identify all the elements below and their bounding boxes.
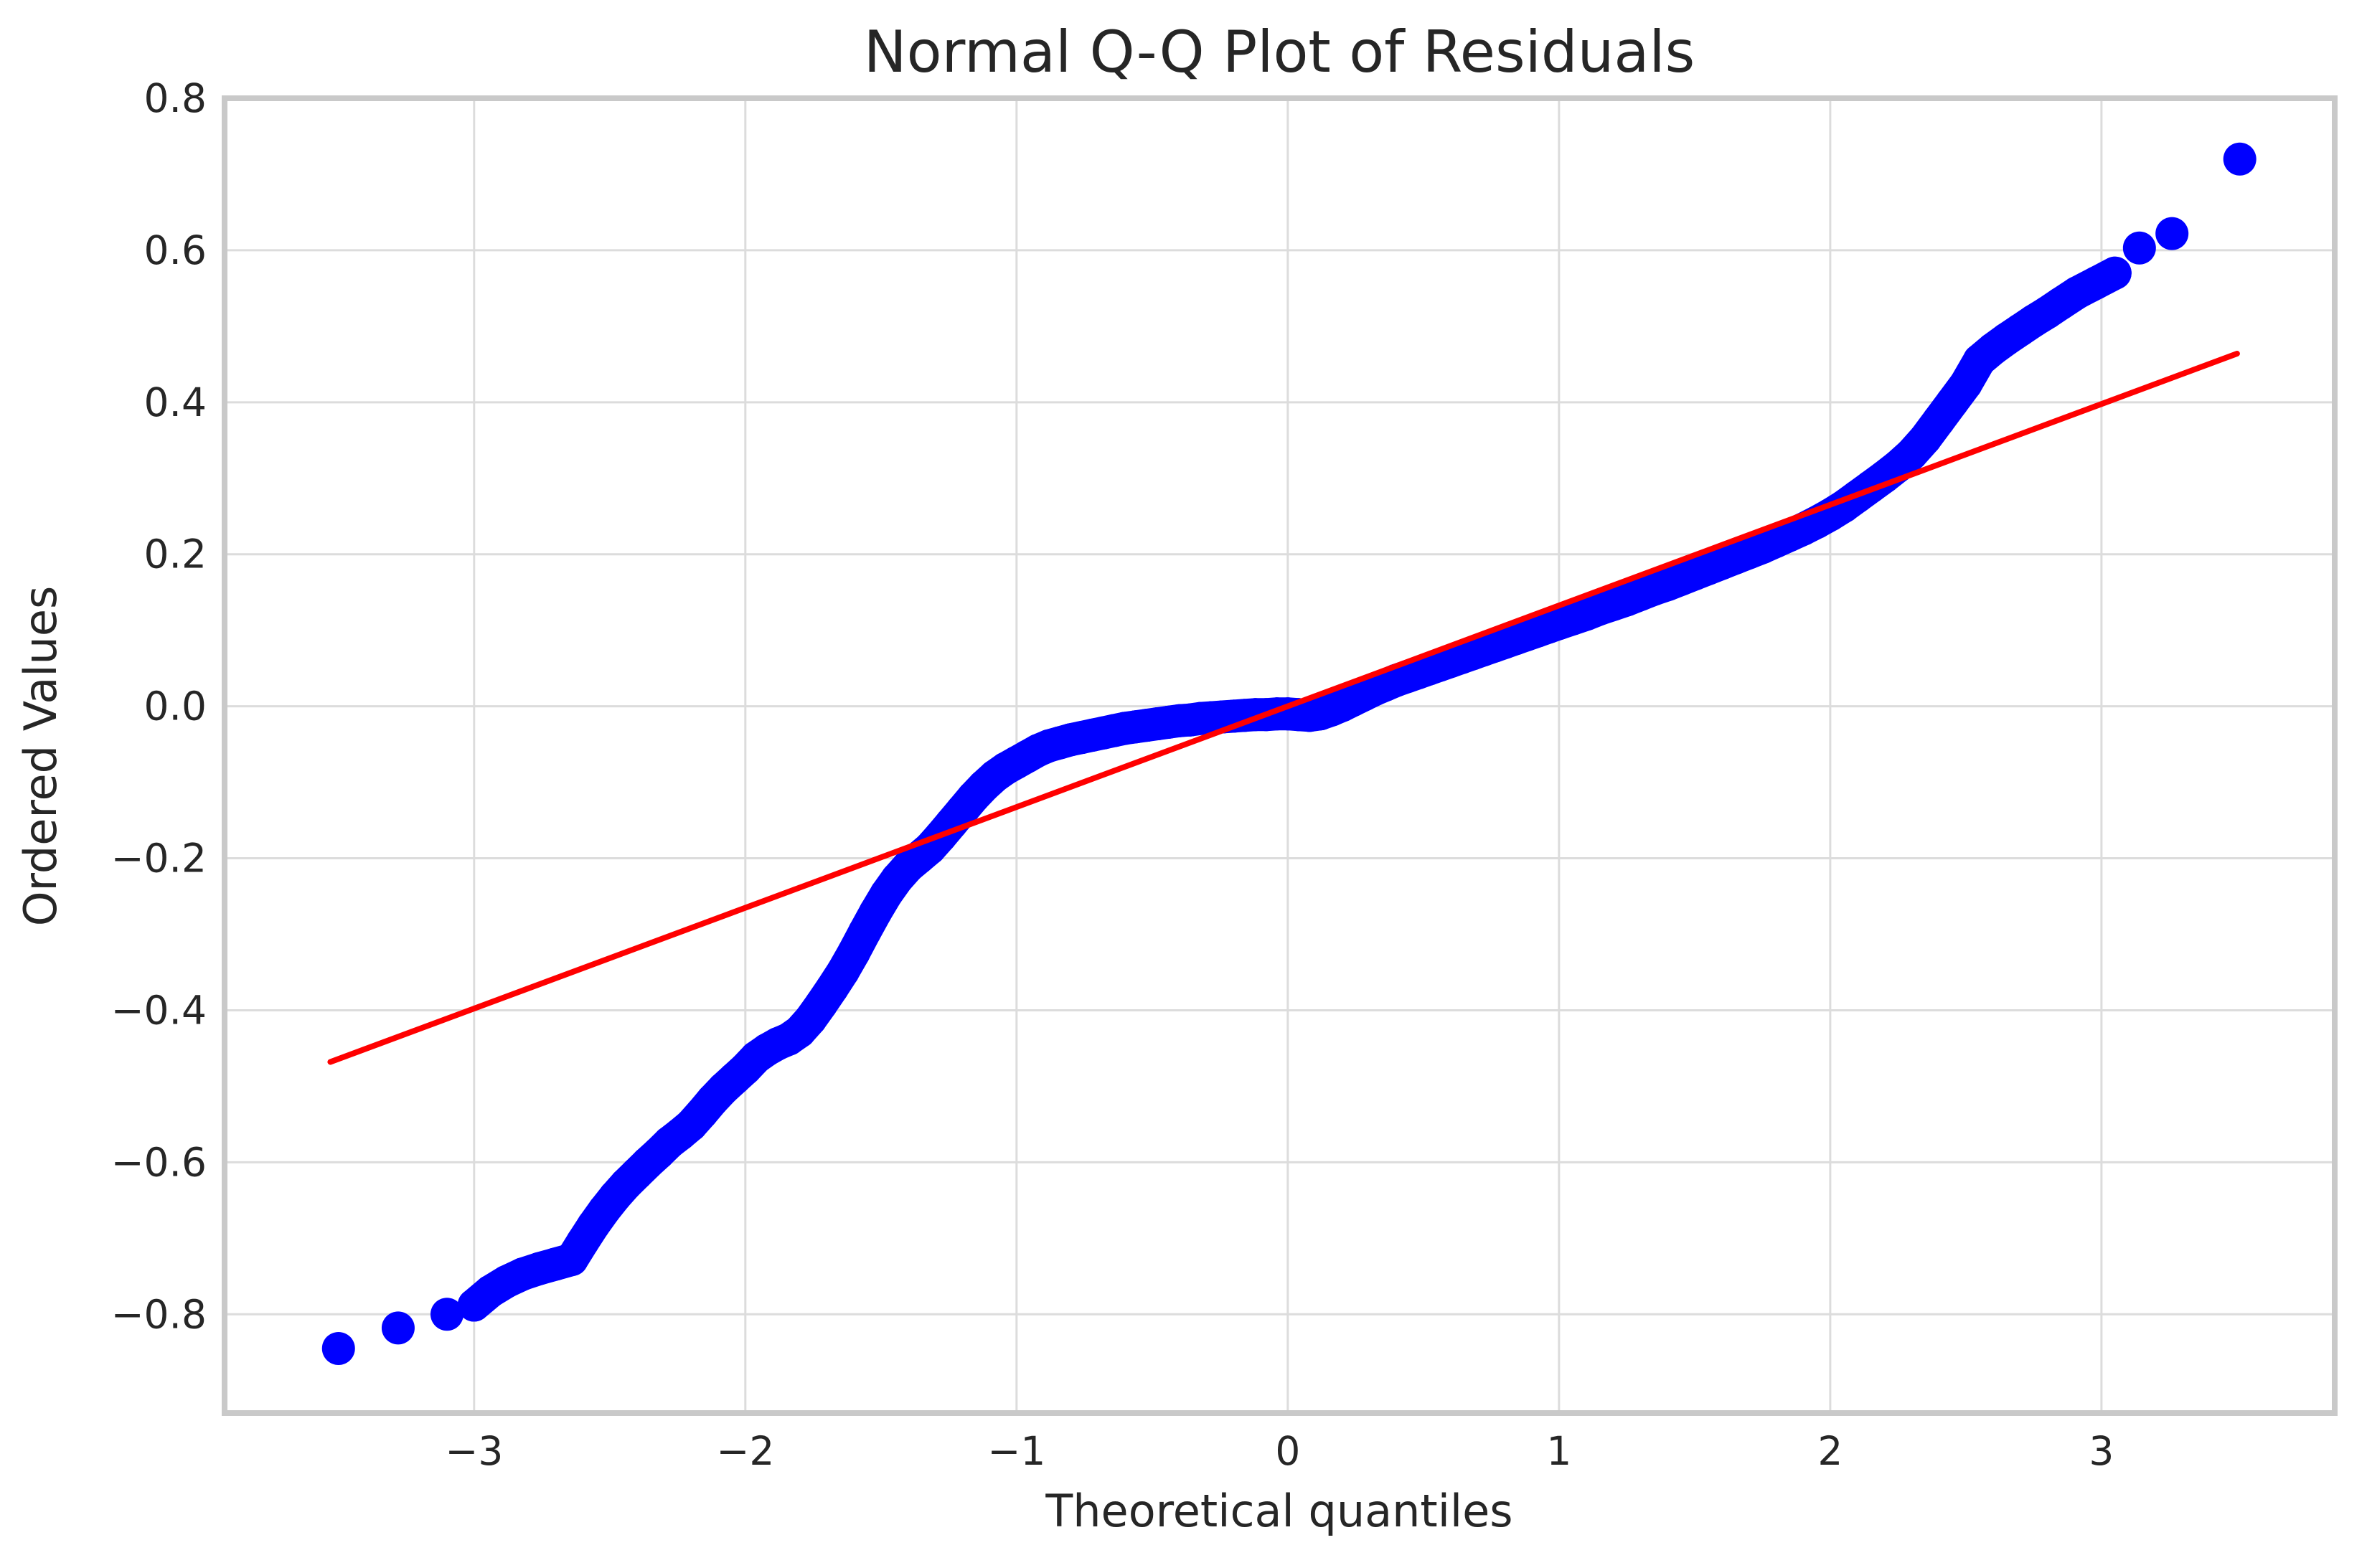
data-point — [2223, 142, 2257, 176]
data-point — [2122, 231, 2156, 265]
y-tick-label: −0.4 — [110, 987, 207, 1033]
data-point — [2098, 256, 2132, 290]
reference-line-layer — [327, 351, 2240, 1065]
scatter-layer — [321, 142, 2257, 1365]
x-tick-label: 2 — [1817, 1428, 1843, 1474]
x-tick-label: 0 — [1275, 1428, 1300, 1474]
data-point — [321, 1331, 355, 1365]
y-tick-label: 0.8 — [144, 75, 207, 121]
plot-frame — [222, 95, 2338, 1416]
x-tick-label: −1 — [987, 1428, 1045, 1474]
y-tick-label: 0.0 — [144, 684, 207, 729]
y-axis-label: Ordered Values — [14, 586, 67, 927]
chart-title: Normal Q-Q Plot of Residuals — [864, 19, 1695, 85]
y-tick-label: 0.4 — [144, 379, 207, 425]
data-point — [430, 1298, 463, 1331]
data-point — [2155, 217, 2189, 250]
fit-line — [327, 351, 2240, 1065]
x-tick-label: 1 — [1546, 1428, 1571, 1474]
x-tick-label: −2 — [716, 1428, 774, 1474]
y-tick-label: 0.6 — [144, 227, 207, 273]
x-tick-label: 3 — [2089, 1428, 2114, 1474]
y-tick-label: −0.6 — [110, 1139, 207, 1185]
x-tick-label: −3 — [445, 1428, 503, 1474]
y-tick-label: 0.2 — [144, 532, 207, 577]
data-point — [381, 1311, 415, 1345]
y-tick-label: −0.8 — [110, 1291, 207, 1337]
y-tick-label: −0.2 — [110, 836, 207, 882]
x-axis-label: Theoretical quantiles — [1045, 1485, 1512, 1537]
tick-label-layer: −3 −2 −1 0 1 2 3 0.8 0.6 0.4 0.2 0.0 −0.2 −0.4 −0.6 −0.… — [110, 75, 2114, 1474]
grid-layer — [225, 97, 2335, 1413]
